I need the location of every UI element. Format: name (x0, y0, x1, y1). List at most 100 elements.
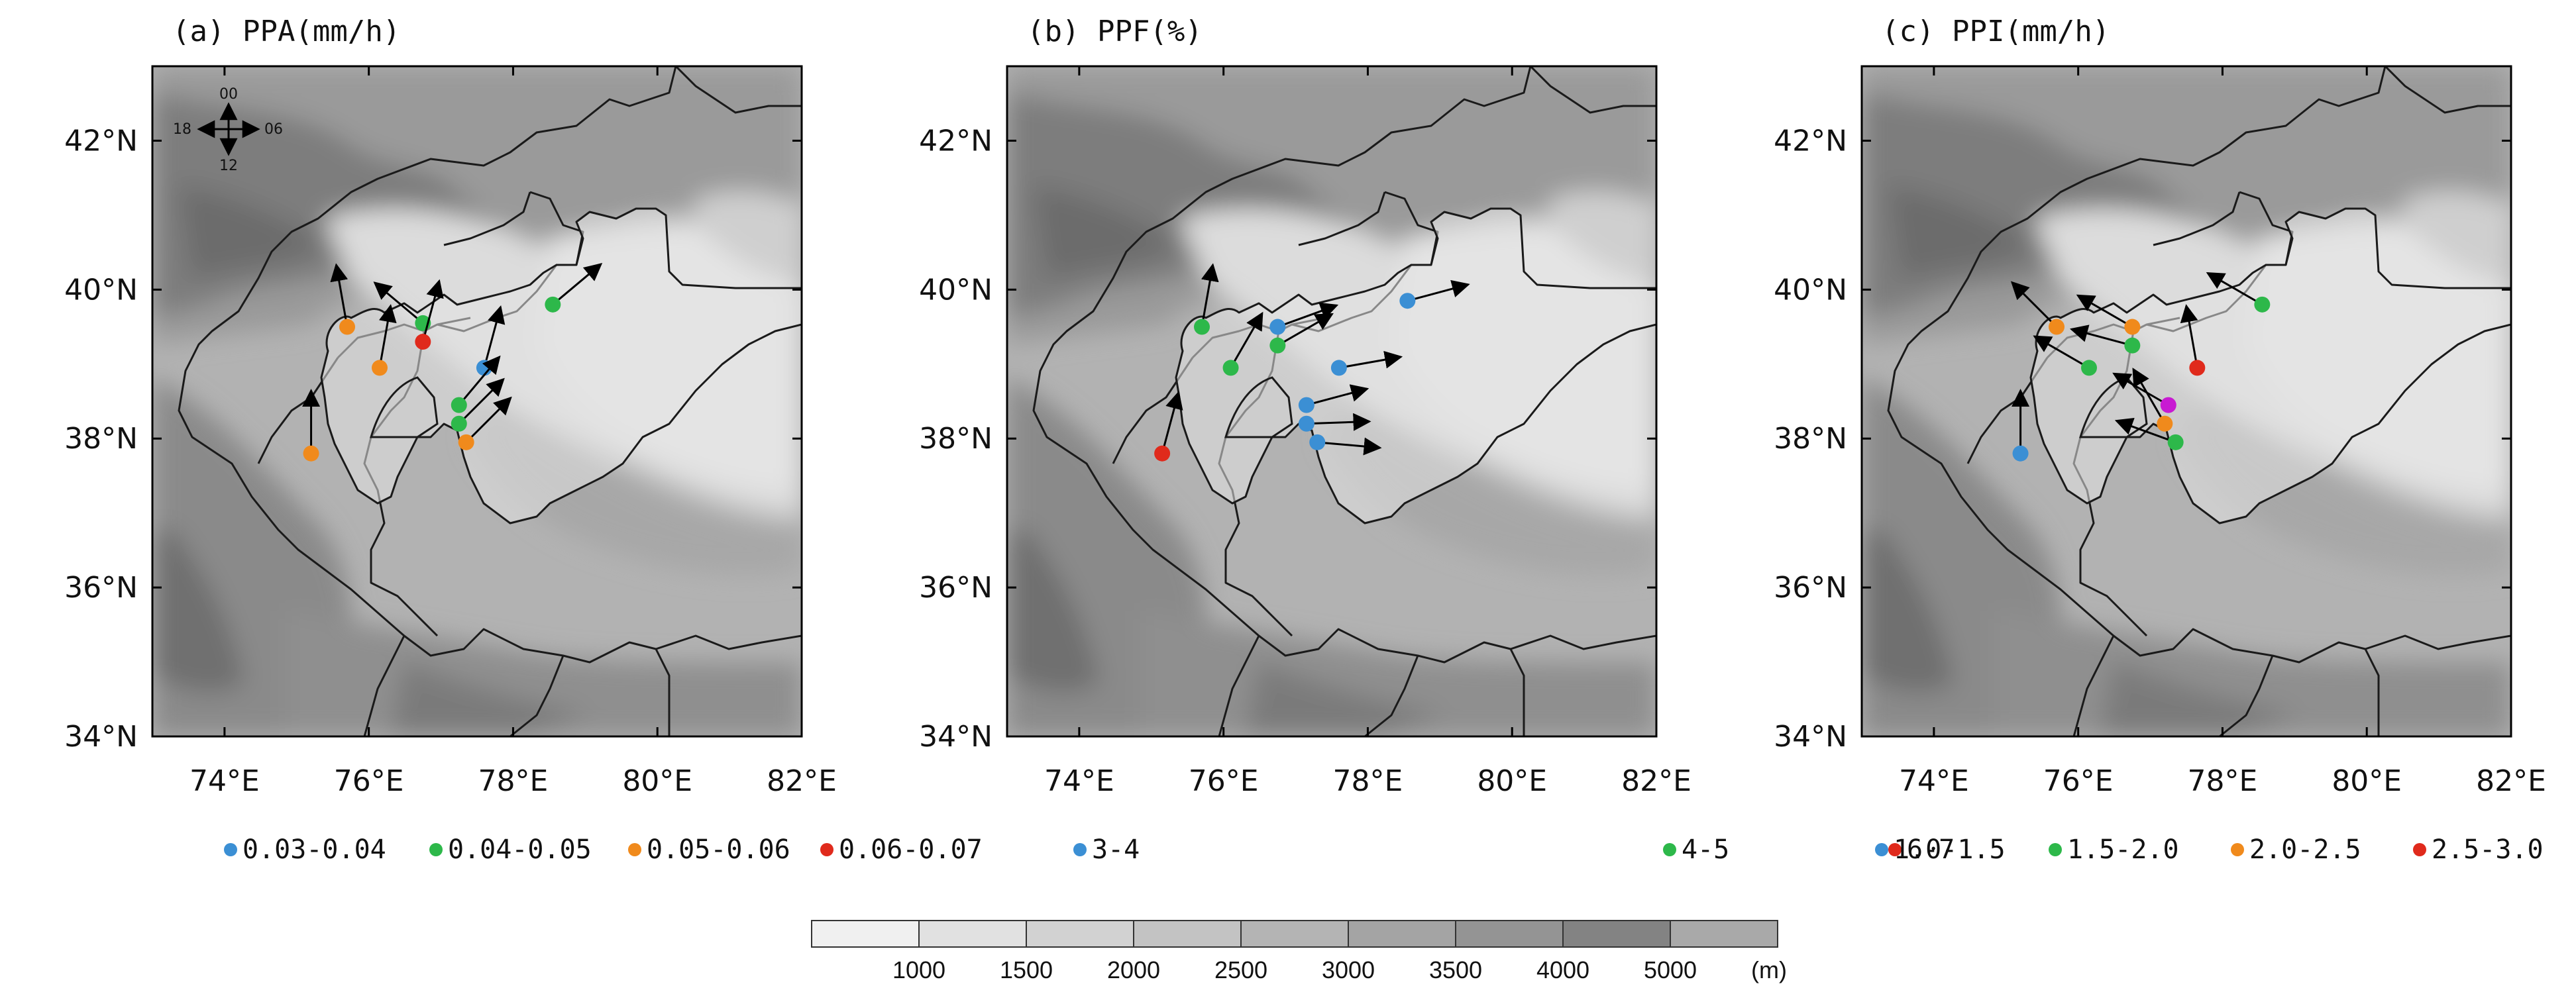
legend-label: 2.5-3.0 (2432, 834, 2544, 865)
colorbar-label: 3500 (1429, 956, 1482, 983)
phase-arrow (373, 281, 424, 325)
station-dot (415, 334, 431, 350)
phase-arrow (458, 377, 505, 425)
legend-item: 0.05-0.06 (628, 834, 790, 865)
legend-label: 0.04-0.05 (448, 834, 592, 865)
legend-swatch (224, 843, 237, 856)
phase-arrow (2010, 281, 2058, 328)
station-marker (1309, 434, 1382, 456)
compass-label-right: 06 (264, 121, 283, 138)
station-marker (2206, 272, 2271, 313)
station-marker (2012, 389, 2030, 462)
legend-item: 0.06-0.07 (820, 834, 983, 865)
lon-tick-label: 78°E (2188, 764, 2258, 798)
station-dot (339, 319, 355, 335)
phase-arrow (1230, 311, 1263, 369)
lon-tick-label: 78°E (478, 764, 549, 798)
station-dot (2012, 445, 2029, 462)
legend-item: 0.04-0.05 (429, 834, 592, 865)
station-dot (2167, 434, 2184, 450)
station-dot (2081, 360, 2097, 376)
station-dot (2160, 397, 2176, 413)
station-dot (1269, 319, 1286, 335)
phase-arrow (1277, 302, 1339, 328)
colorbar-box (1562, 920, 1671, 948)
station-dot (1222, 360, 1239, 376)
phase-arrow (2112, 372, 2169, 406)
lon-tick-label: 76°E (2043, 764, 2114, 798)
legend-swatch (628, 843, 641, 856)
phase-arrow (2206, 272, 2263, 306)
panel-title: (a) PPA(mm/h) (172, 15, 400, 48)
lon-tick-label: 74°E (1044, 764, 1114, 798)
phase-arrow (2069, 325, 2133, 347)
legend-swatch (2413, 843, 2426, 856)
map-area: 34°N 36°N 38°N 40°N 42°N 74°E 76°E 78°E 80°E 82°E… (64, 65, 837, 798)
map-frame (1006, 65, 1658, 738)
legend: 0.03-0.04 0.04-0.05 0.05-0.06 0.06-0.07 (224, 834, 983, 865)
phase-arrow (2033, 335, 2090, 369)
legend-item: 1.5-2.0 (2049, 834, 2179, 865)
colorbar-box (918, 920, 1027, 948)
lat-tick-label: 36°N (64, 571, 138, 605)
colorbar-box (1348, 920, 1456, 948)
phase-arrow (2180, 304, 2198, 368)
station-dot (451, 397, 467, 413)
legend-label: 1.5-2.0 (2067, 834, 2179, 865)
colorbar-box (1455, 920, 1564, 948)
lat-tick-label: 38°N (64, 422, 138, 456)
phase-arrow (378, 304, 397, 368)
station-marker (302, 389, 321, 462)
phase-arrow (421, 279, 444, 342)
lat-tick-label: 36°N (1774, 571, 1847, 605)
legend-item: 2.0-2.5 (2231, 834, 2361, 865)
lat-tick-label: 40°N (919, 273, 993, 307)
station-marker (451, 377, 505, 432)
lat-tick-label: 40°N (64, 273, 138, 307)
station-dot (1269, 337, 1286, 354)
station-marker (1269, 313, 1334, 354)
station-dot (458, 434, 474, 450)
legend-label: 1.0-1.5 (1894, 834, 2006, 865)
station-marker (330, 263, 355, 335)
phase-arrow (1407, 279, 1470, 302)
station-marker (1269, 302, 1339, 335)
phase-arrow (1306, 413, 1371, 431)
elevation-colorbar: 1000 1500 2000 2500 3000 3500 4000 5000 (m) (811, 920, 1787, 983)
legend-label: 2.0-2.5 (2249, 834, 2361, 865)
station-dot (1399, 293, 1416, 309)
station-dot (1298, 397, 1315, 413)
station-marker (2180, 304, 2206, 376)
station-marker (2114, 417, 2184, 450)
station-marker (2033, 335, 2097, 376)
legend-swatch (2049, 843, 2062, 856)
phase-arrow (1277, 313, 1334, 346)
station-marker (1222, 311, 1263, 376)
compass-label-top: 00 (219, 86, 238, 103)
phase-arrow (465, 396, 512, 443)
lat-tick-label: 42°N (1774, 124, 1847, 158)
station-dot (372, 360, 388, 376)
colorbar-label: 1500 (1000, 956, 1053, 983)
station-marker (451, 355, 501, 413)
map-frame (151, 65, 803, 738)
station-marker (2010, 281, 2065, 335)
legend-label: 6-7 (1907, 834, 1955, 865)
legend-item: 3-4 (1073, 834, 1140, 865)
map-area: 34°N 36°N 38°N 40°N 42°N 74°E 76°E 78°E 80°E 82°E (919, 65, 1691, 798)
phase-arrow (1338, 350, 1403, 369)
map-area: 34°N 36°N 38°N 40°N 42°N 74°E 76°E 78°E 80°E 82°E (1774, 65, 2546, 798)
station-dot (2189, 360, 2206, 376)
station-dot (1309, 434, 1326, 450)
lon-tick-label: 76°E (334, 764, 404, 798)
phase-arrow (1161, 391, 1183, 454)
station-dot (2124, 319, 2141, 335)
station-marker (1194, 263, 1219, 335)
station-dot (2124, 337, 2141, 354)
lat-tick-label: 34°N (64, 720, 138, 754)
colorbar-label: 1000 (892, 956, 945, 983)
legend-swatch (1875, 843, 1888, 856)
legend-item: 2.5-3.0 (2413, 834, 2544, 865)
station-marker (2076, 294, 2141, 335)
